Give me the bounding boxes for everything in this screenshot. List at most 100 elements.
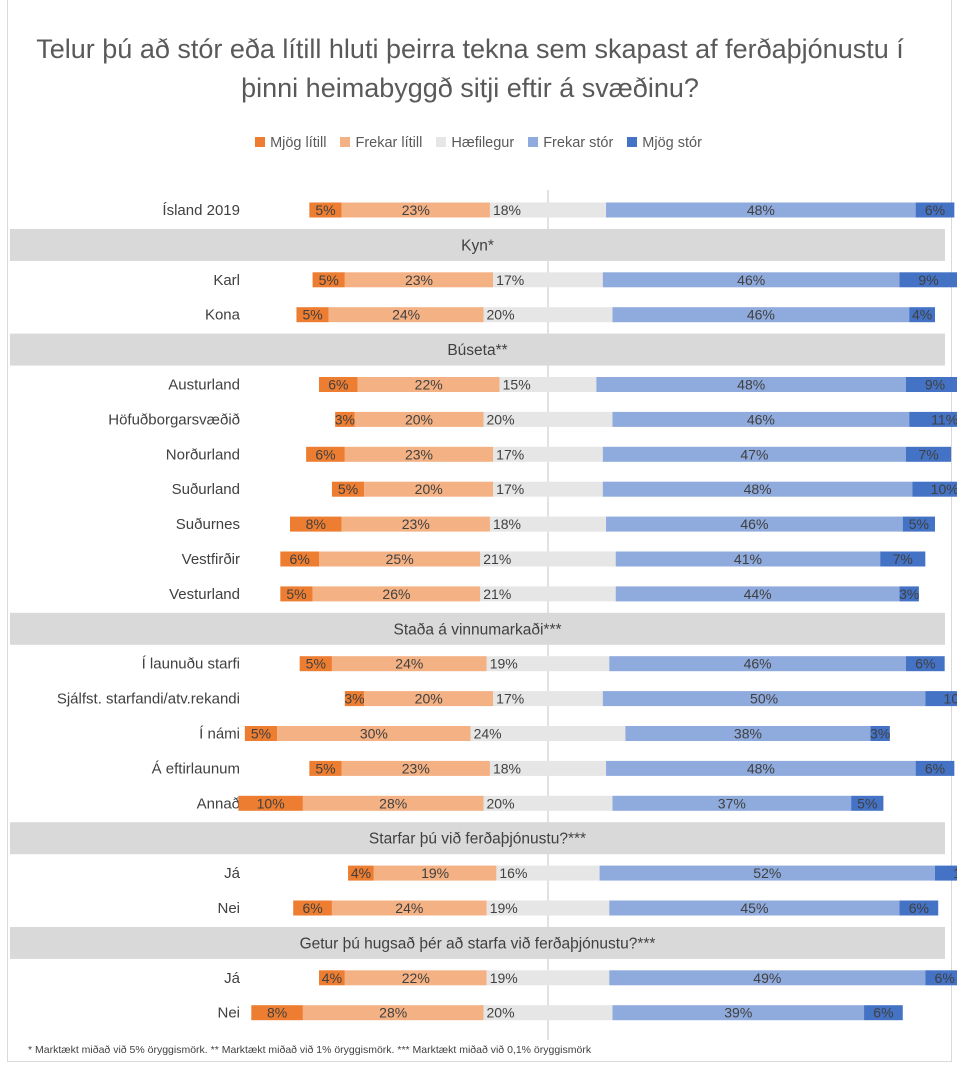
data-label: 5% (302, 307, 322, 323)
data-label: 20% (487, 795, 515, 811)
data-label: 6% (915, 656, 935, 672)
bar-segment-frekar-stor (615, 586, 900, 602)
bar-segment-mjog-litill (299, 656, 332, 672)
data-label: 30% (360, 726, 388, 742)
data-label: 4% (351, 865, 371, 881)
data-label: 19% (421, 865, 449, 881)
data-label: 20% (487, 411, 515, 427)
data-label: 3% (899, 586, 919, 602)
bar-segment-h-filegur (483, 307, 613, 323)
bar-segment-mjog-stor (905, 377, 957, 392)
row-label: Nei (217, 900, 240, 917)
bar-segment-frekar-litill (357, 377, 500, 392)
data-label: 11% (931, 411, 957, 427)
bar-segment-mjog-stor (851, 795, 884, 811)
row-label: Sjálfst. starfandi/atv.rekandi (57, 691, 240, 708)
data-label: 18% (493, 516, 521, 532)
data-label: 4% (322, 970, 342, 986)
data-label: 46% (740, 516, 768, 532)
data-label: 48% (747, 202, 775, 218)
data-label: 23% (405, 446, 433, 462)
bar-segment-h-filegur (470, 726, 626, 741)
data-label: 9% (925, 377, 945, 393)
bar-segment-mjog-litill (244, 726, 278, 741)
data-label: 17% (496, 691, 524, 707)
data-label: 19% (490, 656, 518, 672)
bar-segment-frekar-litill (344, 970, 487, 986)
legend-item-h-filegur: Hæfilegur (436, 135, 514, 151)
row-label: Ísland 2019 (162, 202, 240, 219)
bar-segment-mjog-stor (912, 481, 957, 497)
row-label: Annað (197, 795, 240, 812)
bar-segment-h-filegur (483, 411, 613, 427)
group-header-label: Búseta** (447, 342, 507, 359)
bar-segment-mjog-stor (905, 446, 952, 462)
bar-segment-mjog-stor (915, 760, 955, 776)
data-label: 37% (718, 795, 746, 811)
data-label: 20% (415, 481, 443, 497)
bar-segment-frekar-stor (612, 1005, 865, 1021)
row-label: Suðurnes (176, 516, 240, 533)
bar-segment-mjog-stor (925, 970, 957, 986)
group-header-band (10, 822, 945, 855)
data-label: 6% (290, 551, 310, 567)
bar-segment-mjog-litill (331, 481, 365, 497)
data-label: 8% (267, 1005, 287, 1021)
data-label: 20% (487, 1005, 515, 1021)
row-label: Vestfirðir (182, 551, 240, 568)
data-label: 19% (490, 900, 518, 916)
group-header-label: Staða á vinnumarkaði*** (393, 621, 561, 638)
data-label: 20% (487, 307, 515, 323)
data-label: 18% (493, 760, 521, 776)
data-label: 23% (402, 760, 430, 776)
data-label: 46% (747, 411, 775, 427)
data-label: 46% (744, 656, 772, 672)
bar-segment-mjog-litill (238, 795, 303, 811)
data-label: 6% (935, 970, 955, 986)
row-label: Höfuðborgarsvæðið (108, 411, 240, 428)
data-label: 18% (493, 202, 521, 218)
bar-segment-h-filegur (486, 970, 610, 986)
data-label: 10% (257, 795, 285, 811)
bar-segment-frekar-litill (277, 726, 471, 741)
bar-segment-mjog-litill (280, 586, 313, 602)
group-header-band (10, 228, 945, 261)
data-label: 15% (503, 377, 531, 393)
bar-segment-h-filegur (493, 691, 603, 707)
data-label: 17% (496, 481, 524, 497)
bar-segment-mjog-litill (306, 446, 345, 462)
bar-segment-mjog-stor (880, 551, 926, 567)
data-label: 6% (328, 377, 348, 393)
data-label: 25% (386, 551, 414, 567)
data-label: 3% (335, 411, 355, 427)
data-label: 49% (753, 970, 781, 986)
bar-segment-mjog-litill (319, 970, 345, 986)
data-label: 24% (395, 656, 423, 672)
data-label: 7% (918, 446, 938, 462)
data-label: 6% (302, 900, 322, 916)
data-label: 48% (737, 377, 765, 393)
bar-segment-mjog-litill (309, 760, 342, 776)
bar-segment-mjog-stor (909, 307, 935, 323)
bar-segment-mjog-stor (870, 726, 890, 741)
bar-segment-frekar-stor (606, 202, 916, 218)
row-label: Já (224, 865, 241, 882)
data-label: 3% (870, 726, 890, 742)
data-label: 52% (753, 865, 781, 881)
row-label: Karl (213, 272, 240, 289)
bar-segment-h-filegur (493, 481, 603, 497)
bar-segment-frekar-litill (302, 1005, 484, 1021)
data-label: 16% (499, 865, 527, 881)
group-header-band (10, 926, 945, 959)
bar-segment-mjog-stor (909, 411, 957, 427)
bar-segment-frekar-litill (331, 900, 487, 916)
group-header-band (10, 333, 945, 366)
bar-segment-mjog-stor (864, 1005, 903, 1021)
footnote: * Marktækt miðað við 5% öryggismörk. ** … (28, 1044, 592, 1056)
chart-frame (7, 0, 952, 1062)
bar-segment-frekar-stor (602, 272, 900, 288)
bar-segment-h-filegur (489, 202, 607, 218)
bar-segment-frekar-stor (615, 551, 881, 567)
bar-segment-mjog-litill (319, 377, 358, 392)
data-label: 5% (909, 516, 929, 532)
